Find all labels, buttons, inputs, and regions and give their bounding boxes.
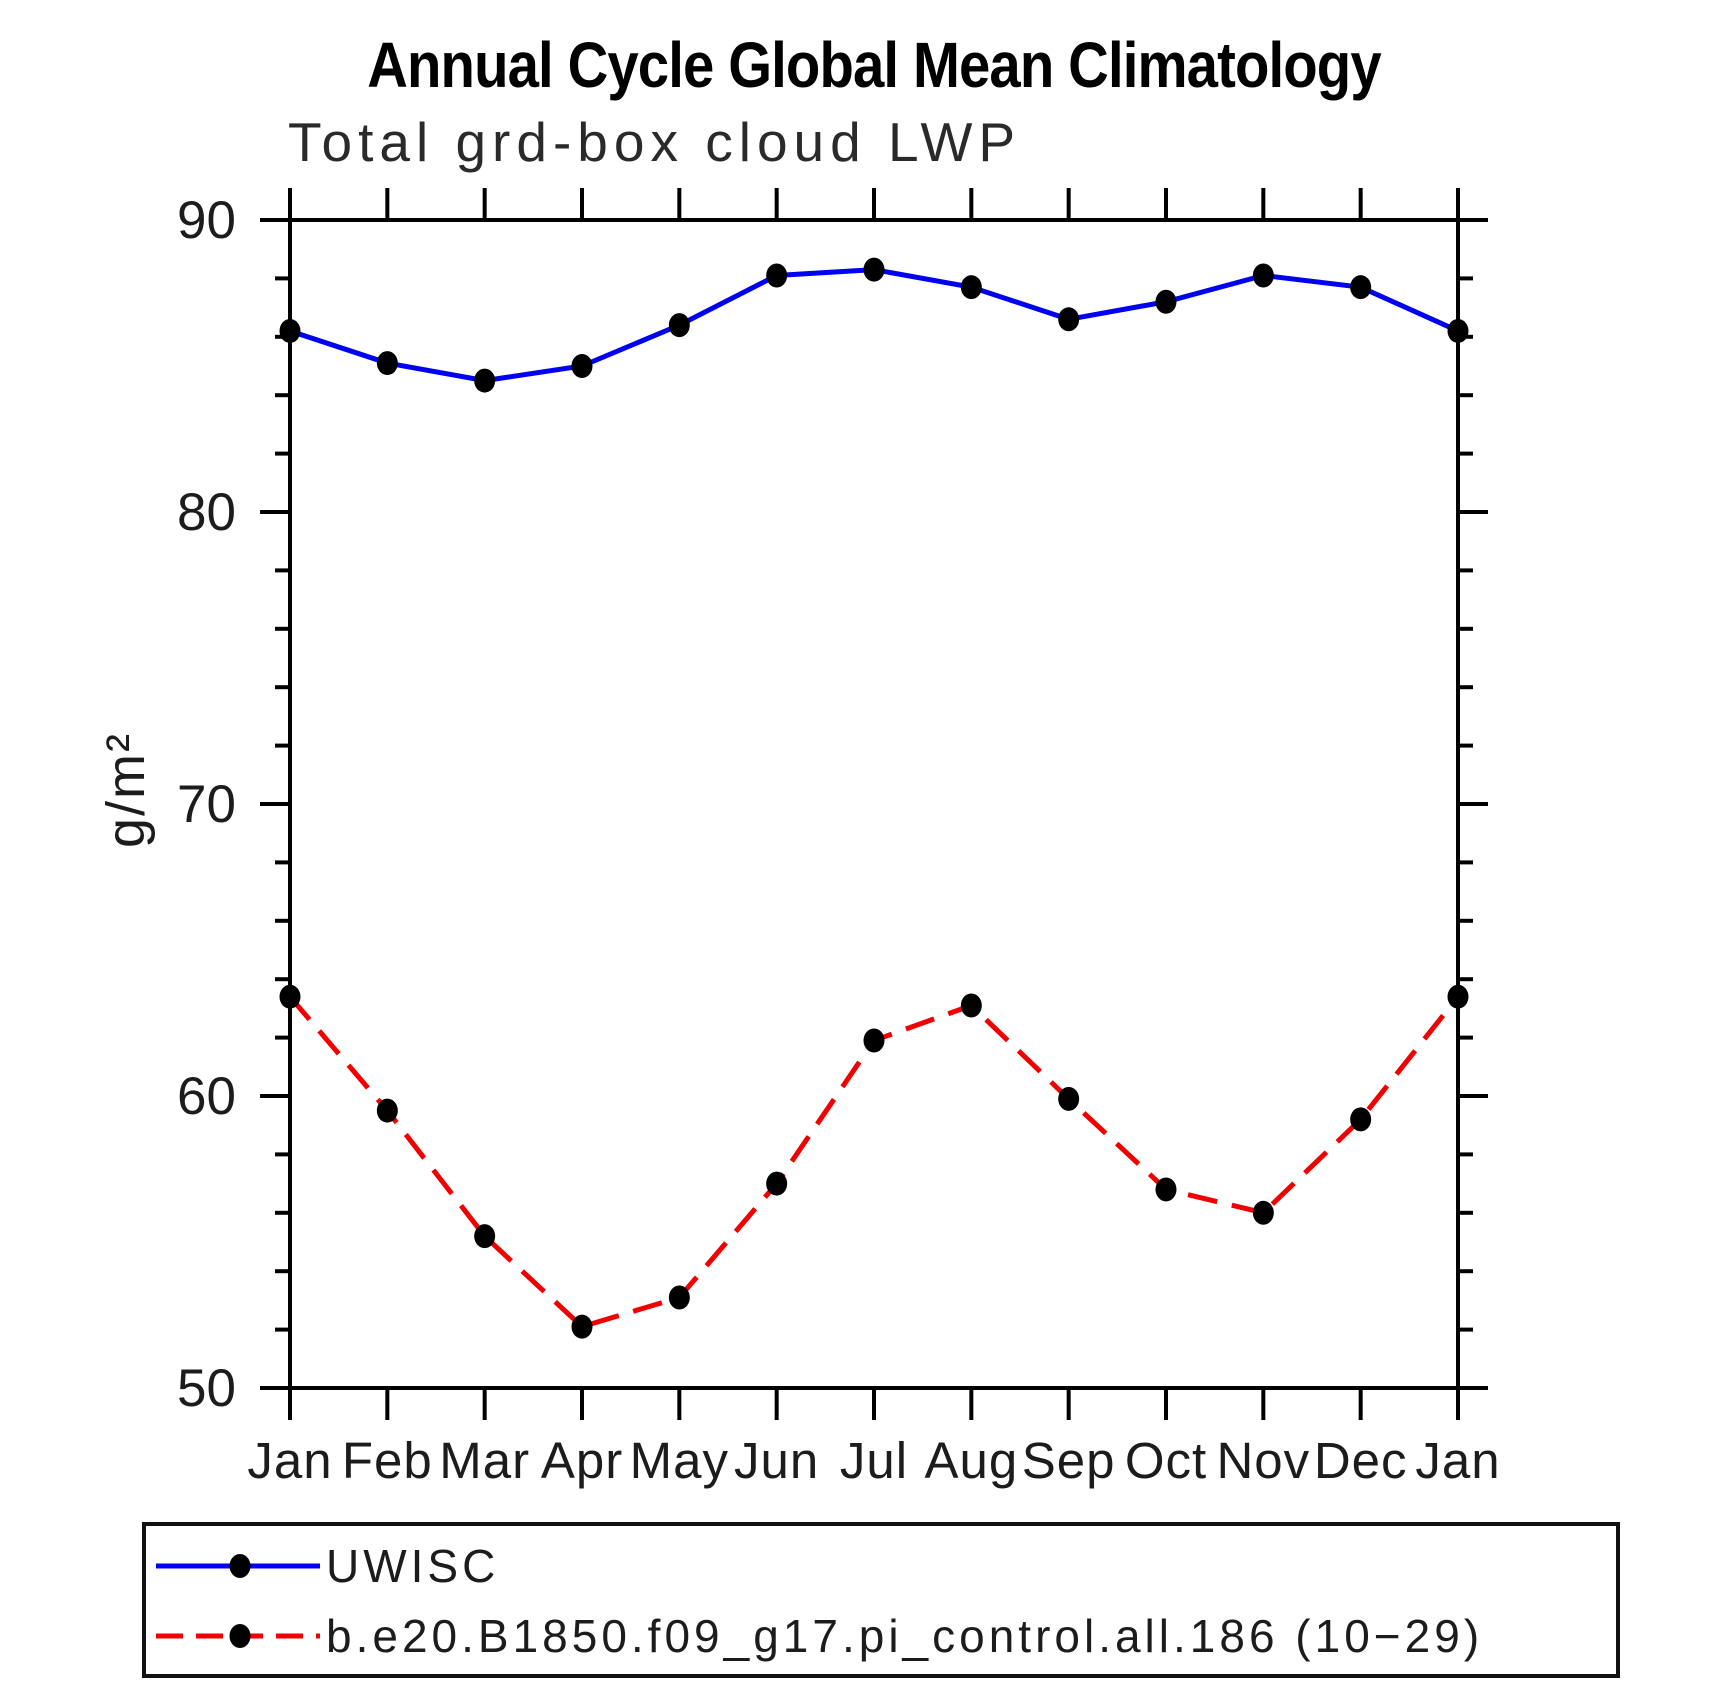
series-0-marker-dec-11: [1350, 275, 1372, 300]
chart-subtitle: Total grd-box cloud LWP: [288, 111, 1022, 173]
x-tick-label-feb-1: Feb: [342, 1432, 433, 1489]
legend-sample-marker: [229, 1624, 251, 1648]
x-tick-label-aug-7: Aug: [924, 1432, 1018, 1489]
x-tick-label-dec-11: Dec: [1314, 1432, 1408, 1489]
legend-item-model: b.e20.B1850.f09_g17.pi_control.all.186 (…: [152, 1606, 1483, 1666]
series-0-marker-jan-12: [1447, 318, 1469, 343]
series-0-marker-jan-0: [279, 318, 301, 343]
series-1-marker-nov-10: [1252, 1200, 1274, 1225]
x-tick-label-jan-0: Jan: [247, 1432, 332, 1489]
series-0-marker-mar-2: [474, 368, 496, 393]
x-tick-label-may-4: May: [630, 1432, 729, 1489]
series-0-marker-jun-5: [766, 263, 788, 288]
series-0-marker-feb-1: [376, 351, 398, 376]
series-1-marker-jun-5: [766, 1171, 788, 1196]
y-tick-label-90: 90: [177, 191, 236, 250]
y-tick-label-80: 80: [177, 483, 236, 542]
series-1-marker-oct-9: [1155, 1177, 1177, 1202]
y-tick-label-50: 50: [177, 1359, 236, 1418]
series-1-marker-feb-1: [376, 1098, 398, 1123]
x-tick-label-sep-8: Sep: [1022, 1432, 1116, 1489]
y-tick-label-60: 60: [177, 1067, 236, 1126]
series-1-marker-mar-2: [474, 1224, 496, 1249]
series-1-marker-may-4: [668, 1285, 690, 1310]
x-tick-label-oct-9: Oct: [1125, 1432, 1207, 1489]
legend-line-sample-model: [156, 1624, 320, 1648]
series-1-marker-jan-12: [1447, 984, 1469, 1009]
legend-item-uwisc: UWISC: [152, 1536, 499, 1596]
series-1-marker-dec-11: [1350, 1107, 1372, 1132]
x-tick-label-nov-10: Nov: [1216, 1432, 1310, 1489]
series-0-marker-nov-10: [1252, 263, 1274, 288]
series-0-marker-sep-8: [1058, 307, 1080, 332]
series-1-marker-jan-0: [279, 984, 301, 1009]
x-tick-label-jul-6: Jul: [840, 1432, 908, 1489]
series-0-marker-jul-6: [863, 257, 885, 282]
y-tick-label-70: 70: [177, 775, 236, 834]
series-1-marker-aug-7: [960, 993, 982, 1018]
x-tick-label-apr-3: Apr: [541, 1432, 623, 1489]
series-0-marker-aug-7: [960, 275, 982, 300]
legend-box: UWISC b.e20.B1850.f09_g17.pi_control.all…: [142, 1522, 1620, 1678]
legend-label-uwisc: UWISC: [326, 1540, 500, 1592]
x-tick-label-jun-5: Jun: [734, 1432, 819, 1489]
series-0-marker-apr-3: [571, 354, 593, 378]
series-0-marker-may-4: [668, 313, 690, 338]
series-1-marker-jul-6: [863, 1028, 885, 1053]
legend-sample-marker: [229, 1554, 251, 1578]
legend-line-sample-uwisc: [156, 1554, 320, 1578]
x-tick-label-jan-12: Jan: [1415, 1432, 1500, 1489]
chart-title: Annual Cycle Global Mean Climatology: [367, 29, 1381, 101]
x-tick-label-mar-2: Mar: [439, 1432, 530, 1489]
series-1-marker-sep-8: [1058, 1086, 1080, 1111]
series-0-marker-oct-9: [1155, 289, 1177, 314]
series-line-0: [289, 267, 1460, 384]
legend-label-model: b.e20.B1850.f09_g17.pi_control.all.186 (…: [326, 1610, 1484, 1662]
series-1-marker-apr-3: [571, 1314, 593, 1339]
